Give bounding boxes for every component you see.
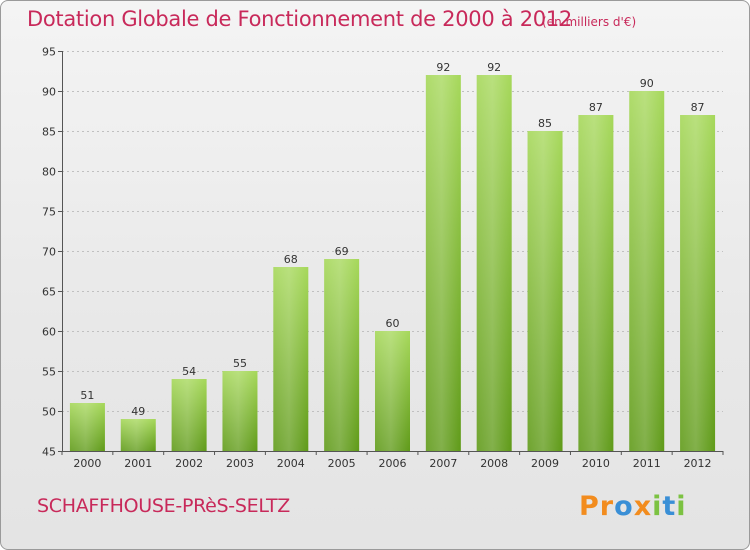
x-tick-label-2008: 2008 <box>480 457 508 470</box>
x-tick-label-2006: 2006 <box>379 457 407 470</box>
x-tick-label-2000: 2000 <box>73 457 101 470</box>
bar-shine-2002 <box>171 379 207 451</box>
y-tick-label: 55 <box>42 366 56 379</box>
bar-shine-2007 <box>425 75 461 451</box>
chart-subtitle: (en milliers d'€) <box>542 15 637 29</box>
logo-letter: t <box>662 491 677 522</box>
y-tick-label: 50 <box>42 406 56 419</box>
bar-shine-2004 <box>273 267 309 451</box>
bar-shine-2012 <box>680 115 716 451</box>
value-label-2011: 90 <box>640 77 654 90</box>
logo-letter: x <box>633 491 653 522</box>
x-tick-label-2004: 2004 <box>277 457 305 470</box>
bar-shine-2009 <box>527 131 563 451</box>
x-tick-label-2003: 2003 <box>226 457 254 470</box>
value-label-2003: 55 <box>233 357 247 370</box>
x-tick-label-2005: 2005 <box>328 457 356 470</box>
x-tick-label-2011: 2011 <box>633 457 661 470</box>
bar-shine-2000 <box>69 403 105 451</box>
y-tick-label: 65 <box>42 286 56 299</box>
value-label-2001: 49 <box>131 405 145 418</box>
value-label-2005: 69 <box>335 245 349 258</box>
value-label-2007: 92 <box>436 61 450 74</box>
y-tick-label: 70 <box>42 246 56 259</box>
chart-title: Dotation Globale de Fonctionnement de 20… <box>27 7 572 31</box>
value-label-2012: 87 <box>691 101 705 114</box>
x-tick-label-2001: 2001 <box>124 457 152 470</box>
x-tick-label-2012: 2012 <box>684 457 712 470</box>
y-tick-label: 85 <box>42 126 56 139</box>
bar-shine-2005 <box>324 259 360 451</box>
bar-shine-2006 <box>375 331 410 451</box>
bars <box>69 75 716 451</box>
x-tick-label-2002: 2002 <box>175 457 203 470</box>
y-tick-label: 60 <box>42 326 56 339</box>
value-label-2002: 54 <box>182 365 196 378</box>
commune-name: SCHAFFHOUSE-PRèS-SELTZ <box>37 495 291 517</box>
bar-shine-2003 <box>222 371 258 451</box>
logo-letter: r <box>599 491 615 522</box>
value-label-2006: 60 <box>386 317 400 330</box>
y-tick-label: 45 <box>42 446 56 459</box>
bar-shine-2001 <box>120 419 156 451</box>
bar-shine-2008 <box>476 75 512 451</box>
value-label-2008: 92 <box>487 61 501 74</box>
x-tick-label-2009: 2009 <box>531 457 559 470</box>
y-tick-label: 80 <box>42 166 56 179</box>
value-label-2009: 85 <box>538 117 552 130</box>
logo-letter: o <box>614 491 634 522</box>
logo-letter: P <box>579 491 600 522</box>
logo-letter: i <box>676 491 687 522</box>
value-labels: 51 49 54 55 68 69 60 92 92 85 87 90 87 <box>80 61 704 418</box>
x-tick-label-2010: 2010 <box>582 457 610 470</box>
y-tick-label: 75 <box>42 206 56 219</box>
value-label-2000: 51 <box>80 389 94 402</box>
logo-letter: i <box>652 491 663 522</box>
bar-shine-2011 <box>629 91 665 451</box>
proxiti-logo: Proxiti <box>579 491 687 522</box>
y-tick-label: 95 <box>42 46 56 59</box>
y-tick-label: 90 <box>42 86 56 99</box>
value-label-2010: 87 <box>589 101 603 114</box>
value-label-2004: 68 <box>284 253 298 266</box>
x-tick-labels: 2000 2001 2002 2003 2004 2005 2006 2007 2008 2009… <box>61 451 724 470</box>
x-tick-label-2007: 2007 <box>429 457 457 470</box>
bar-shine-2010 <box>578 115 614 451</box>
y-tick-labels: 45 50 55 60 65 70 75 80 85 90 95 <box>42 46 56 459</box>
axes <box>62 51 723 452</box>
